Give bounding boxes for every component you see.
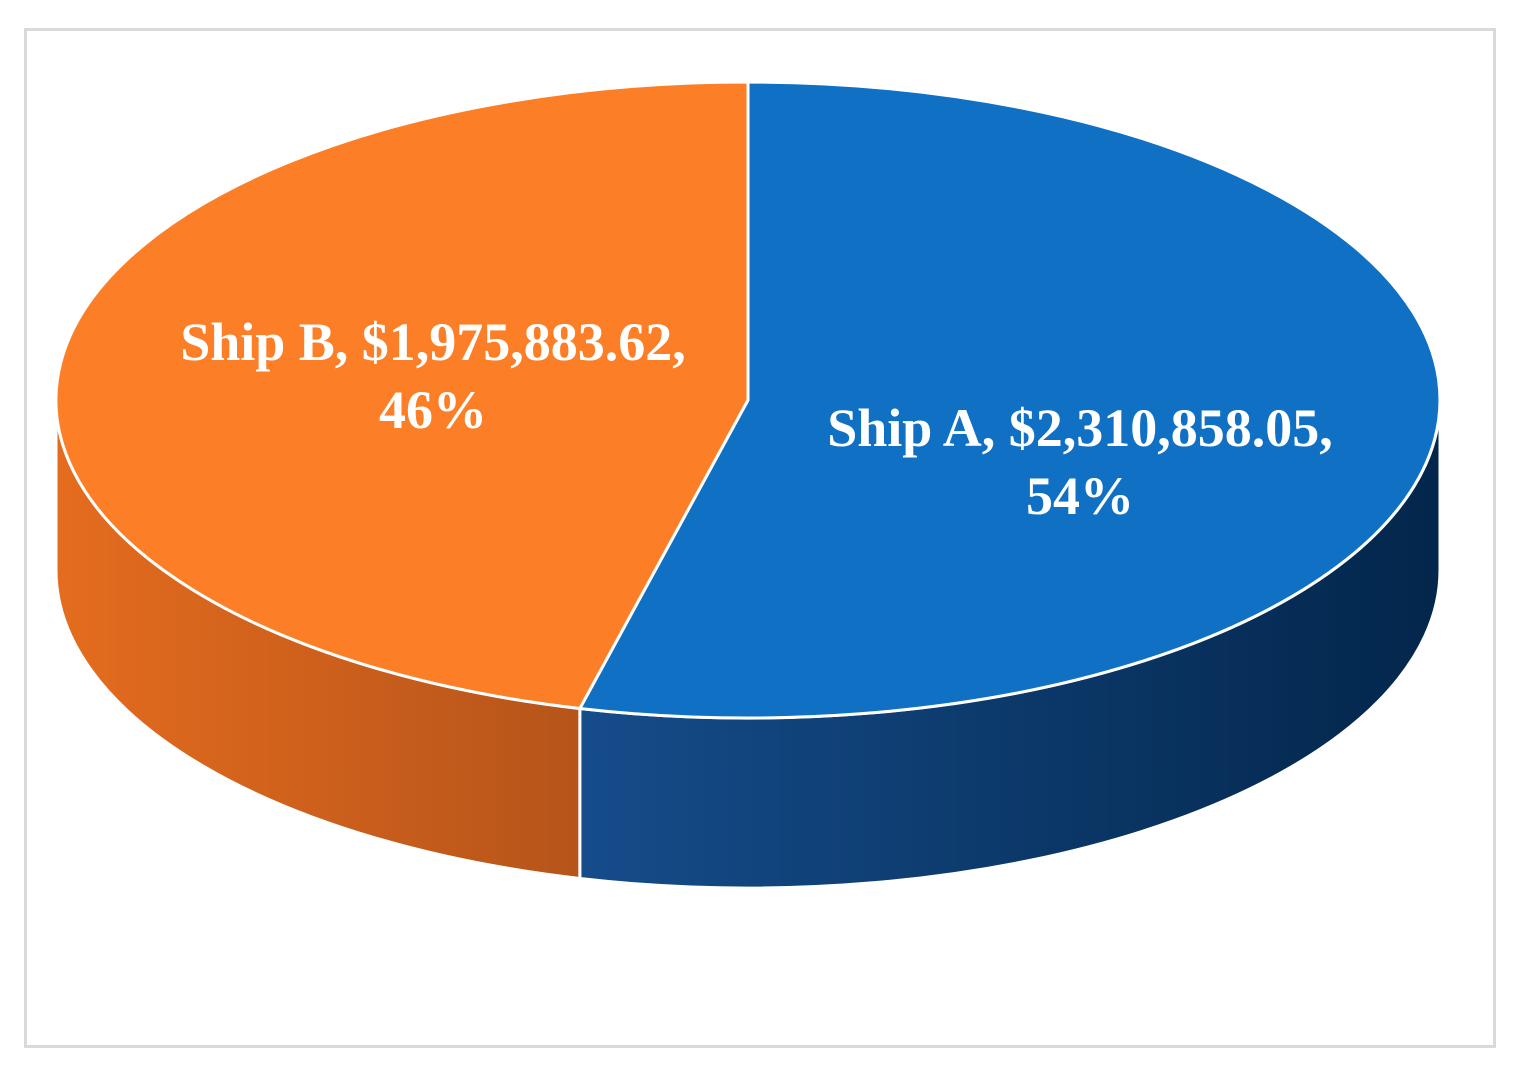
pie-slice-ship-a [578, 80, 1442, 720]
slice-label-ship-a-line2: 54% [1026, 466, 1134, 526]
slice-label-ship-b-line1: Ship B, $1,975,883.62, [180, 312, 686, 372]
pie-slice-ship-b [54, 80, 750, 710]
slice-label-ship-b-line2: 46% [379, 380, 487, 440]
pie-labels: Ship A, $2,310,858.05, 54% Ship B, $1,97… [180, 312, 1333, 526]
pie-tops [54, 80, 1442, 720]
slice-label-ship-a-line1: Ship A, $2,310,858.05, [827, 398, 1333, 458]
